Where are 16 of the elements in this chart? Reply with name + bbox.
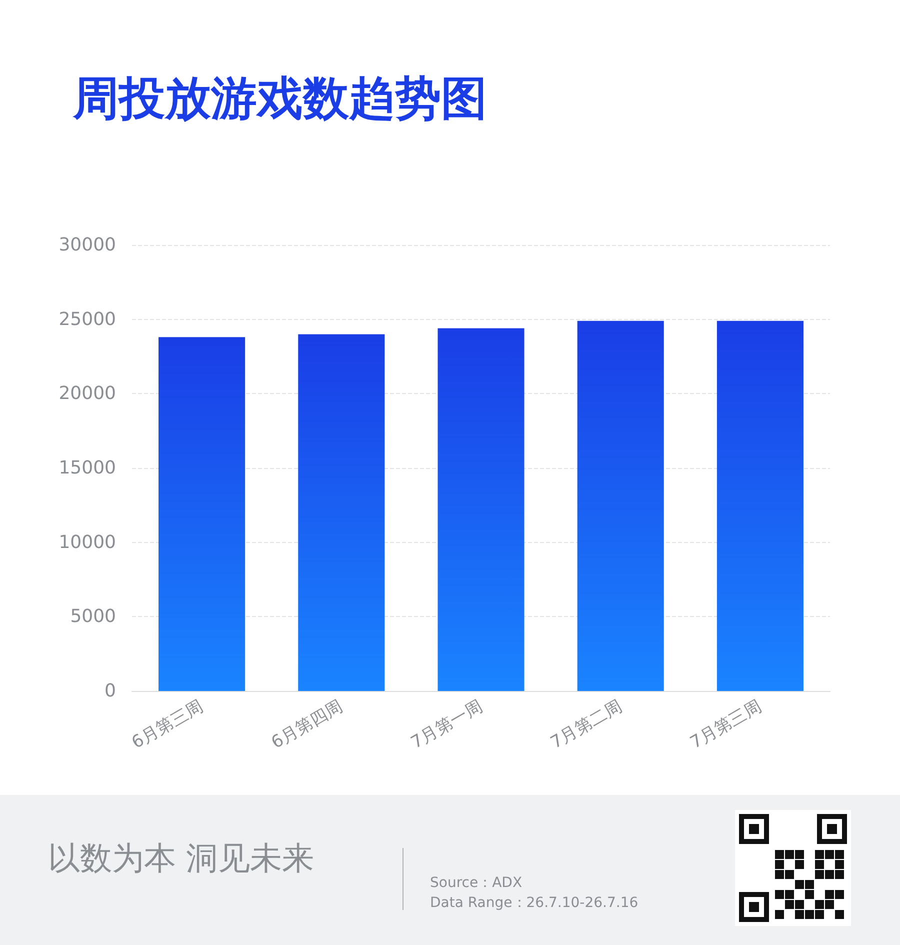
- y-tick-label: 25000: [58, 308, 116, 330]
- source-note: Source：ADX: [430, 875, 522, 891]
- x-tick-label: 7月第一周: [408, 696, 486, 754]
- text: 以数为本 洞见未来: [48, 839, 314, 877]
- y-tick-label: 15000: [58, 458, 116, 478]
- y-tick-label: 10000: [58, 532, 116, 553]
- x-tick-label: 6月第三周: [128, 696, 207, 754]
- y-tick-label: 20000: [58, 383, 116, 404]
- x-tick-label: 7月第二周: [547, 696, 626, 754]
- x-tick-label: 7月第三周: [686, 696, 766, 754]
- text: Data Range：26.7.10-26.7.16: [430, 895, 638, 911]
- chart-title: 周投放游戏数趋势图: [72, 71, 487, 125]
- y-tick-label: 0: [104, 680, 116, 702]
- y-tick-label: 30000: [58, 234, 116, 256]
- y-tick-label: 5000: [70, 606, 116, 628]
- x-tick-label: 6月第四周: [268, 696, 346, 754]
